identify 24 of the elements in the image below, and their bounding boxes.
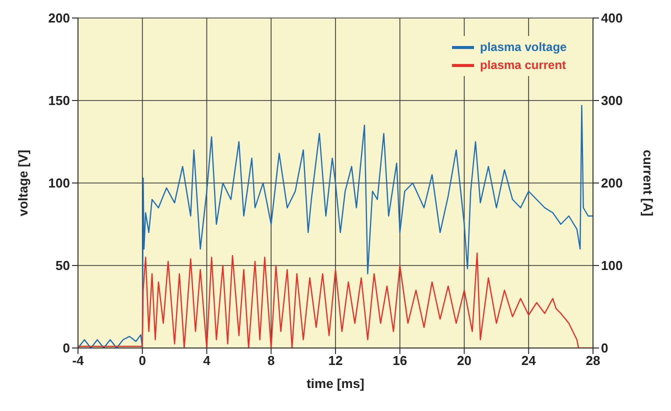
legend-label: plasma voltage bbox=[480, 40, 567, 54]
x-tick-label: 16 bbox=[392, 353, 408, 368]
y2-tick-label: 100 bbox=[601, 258, 623, 274]
x-tick-label: 24 bbox=[521, 353, 537, 368]
x-tick-label: 0 bbox=[138, 353, 146, 368]
x-tick-label: 20 bbox=[457, 353, 472, 368]
y2-axis-title: current [A] bbox=[640, 150, 656, 216]
x-tick-label: 28 bbox=[586, 353, 600, 368]
y2-tick-label: 0 bbox=[601, 340, 608, 356]
x-tick-label: 4 bbox=[203, 353, 212, 368]
x-tick-label: -4 bbox=[72, 353, 85, 368]
y-tick-label: 200 bbox=[48, 10, 70, 26]
legend-label: plasma current bbox=[480, 58, 566, 72]
y-tick-label: 0 bbox=[62, 340, 70, 356]
y2-tick-label: 200 bbox=[601, 176, 623, 191]
y-tick-label: 150 bbox=[48, 93, 70, 108]
y-axis-title: voltage [V] bbox=[16, 150, 31, 216]
y2-tick-label: 400 bbox=[601, 10, 623, 26]
y-tick-label: 50 bbox=[56, 258, 70, 274]
x-tick-label: 12 bbox=[328, 353, 343, 368]
x-tick-label: 8 bbox=[268, 353, 275, 368]
x-axis-title: time [ms] bbox=[306, 376, 364, 391]
y2-tick-label: 300 bbox=[601, 93, 623, 108]
y-tick-label: 100 bbox=[48, 176, 70, 191]
